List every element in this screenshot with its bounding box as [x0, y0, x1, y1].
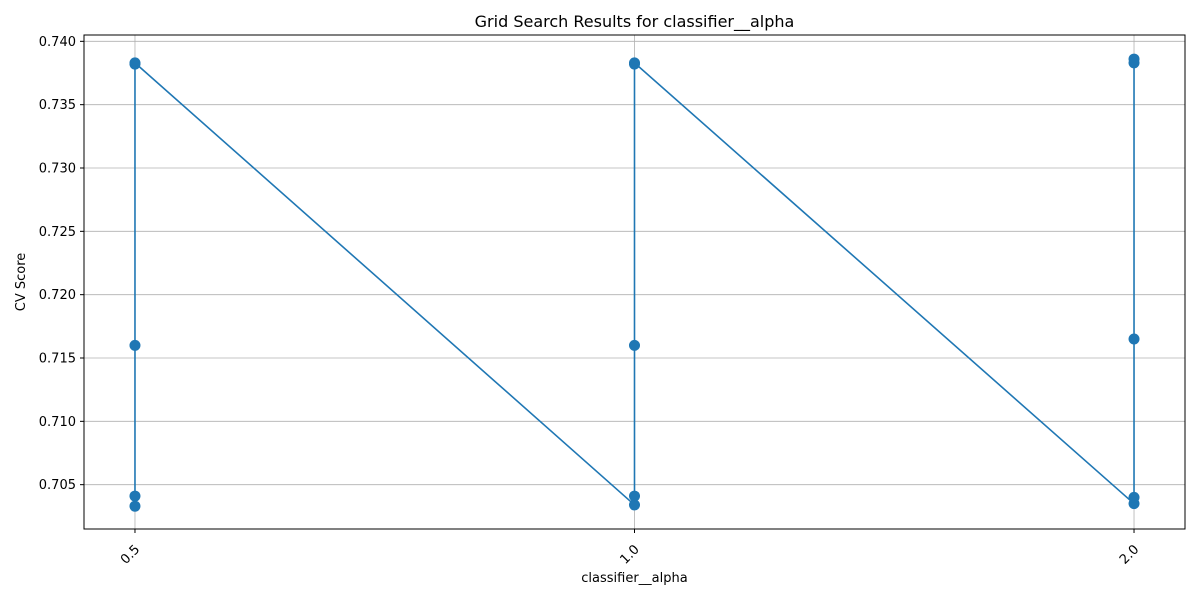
data-point: [1128, 53, 1140, 65]
data-point: [629, 499, 640, 511]
series-line: [134, 59, 1135, 507]
y-axis-label: CV Score: [14, 253, 29, 312]
y-tick-label: 0.715: [39, 352, 76, 367]
data-point: [129, 490, 141, 502]
x-tick-label: 2.0: [1117, 542, 1142, 567]
x-axis: 0.5 1.0 2.0: [118, 529, 1142, 568]
series-layer: [129, 53, 1140, 512]
y-tick-label: 0.725: [39, 225, 76, 240]
data-point: [129, 500, 141, 512]
data-point: [129, 339, 141, 351]
data-point: [1128, 333, 1140, 345]
x-tick-label: 0.5: [118, 542, 143, 567]
y-axis: 0.705 0.710 0.715 0.720 0.725 0.730 0.735 0.740: [39, 35, 84, 493]
x-tick-label: 1.0: [618, 542, 643, 567]
y-tick-label: 0.720: [39, 288, 76, 303]
data-point: [129, 57, 141, 69]
y-tick-label: 0.735: [39, 98, 76, 113]
x-axis-label: classifier__alpha: [581, 571, 687, 586]
data-point: [629, 339, 640, 351]
y-tick-label: 0.705: [39, 478, 76, 493]
y-tick-label: 0.740: [39, 35, 76, 50]
data-point: [629, 57, 640, 69]
data-point: [1128, 491, 1140, 503]
chart-title: Grid Search Results for classifier__alph…: [475, 12, 795, 32]
y-tick-label: 0.710: [39, 415, 76, 430]
data-point: [629, 490, 640, 502]
y-tick-label: 0.730: [39, 162, 76, 177]
